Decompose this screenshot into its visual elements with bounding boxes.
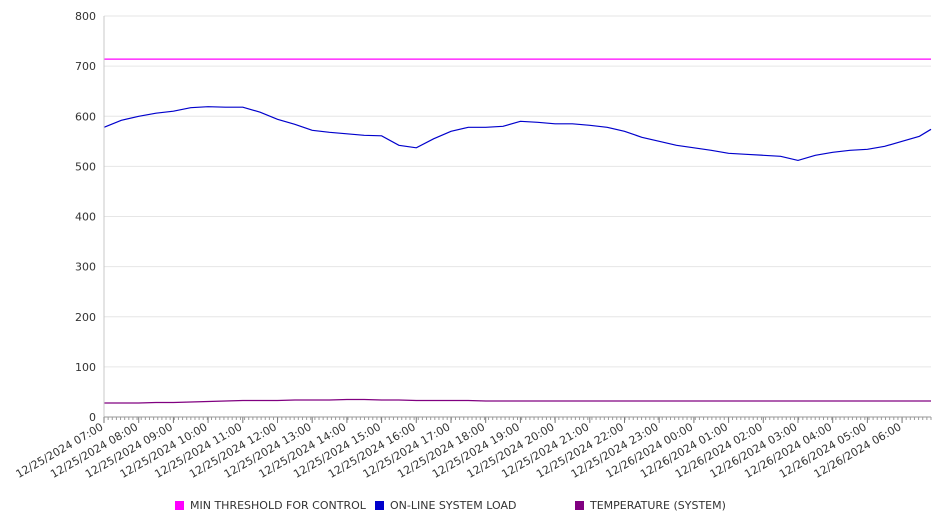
legend-label: ON-LINE SYSTEM LOAD <box>390 499 516 512</box>
series-line-2 <box>103 106 932 162</box>
y-tick-label: 0 <box>89 411 96 424</box>
y-tick-label: 100 <box>75 361 96 374</box>
y-tick-label: 500 <box>75 160 96 173</box>
grid-lines <box>104 15 931 368</box>
legend-label: MIN THRESHOLD FOR CONTROL <box>190 499 367 512</box>
series-line-3 <box>104 398 931 404</box>
y-axis-labels: 0 100 200 300 400 500 600 700 800 <box>75 10 96 424</box>
y-tick-label: 700 <box>75 60 96 73</box>
y-tick-label: 300 <box>75 261 96 274</box>
legend-swatch <box>575 501 584 510</box>
series-lines <box>103 58 932 404</box>
legend: MIN THRESHOLD FOR CONTROL ON-LINE SYSTEM … <box>175 499 726 512</box>
legend-label: TEMPERATURE (SYSTEM) <box>589 499 726 512</box>
x-axis-ticks <box>103 417 932 423</box>
axes <box>103 16 931 418</box>
legend-swatch <box>375 501 384 510</box>
y-tick-label: 800 <box>75 10 96 23</box>
y-tick-label: 200 <box>75 311 96 324</box>
y-tick-label: 400 <box>75 211 96 224</box>
y-tick-label: 600 <box>75 110 96 123</box>
legend-swatch <box>175 501 184 510</box>
